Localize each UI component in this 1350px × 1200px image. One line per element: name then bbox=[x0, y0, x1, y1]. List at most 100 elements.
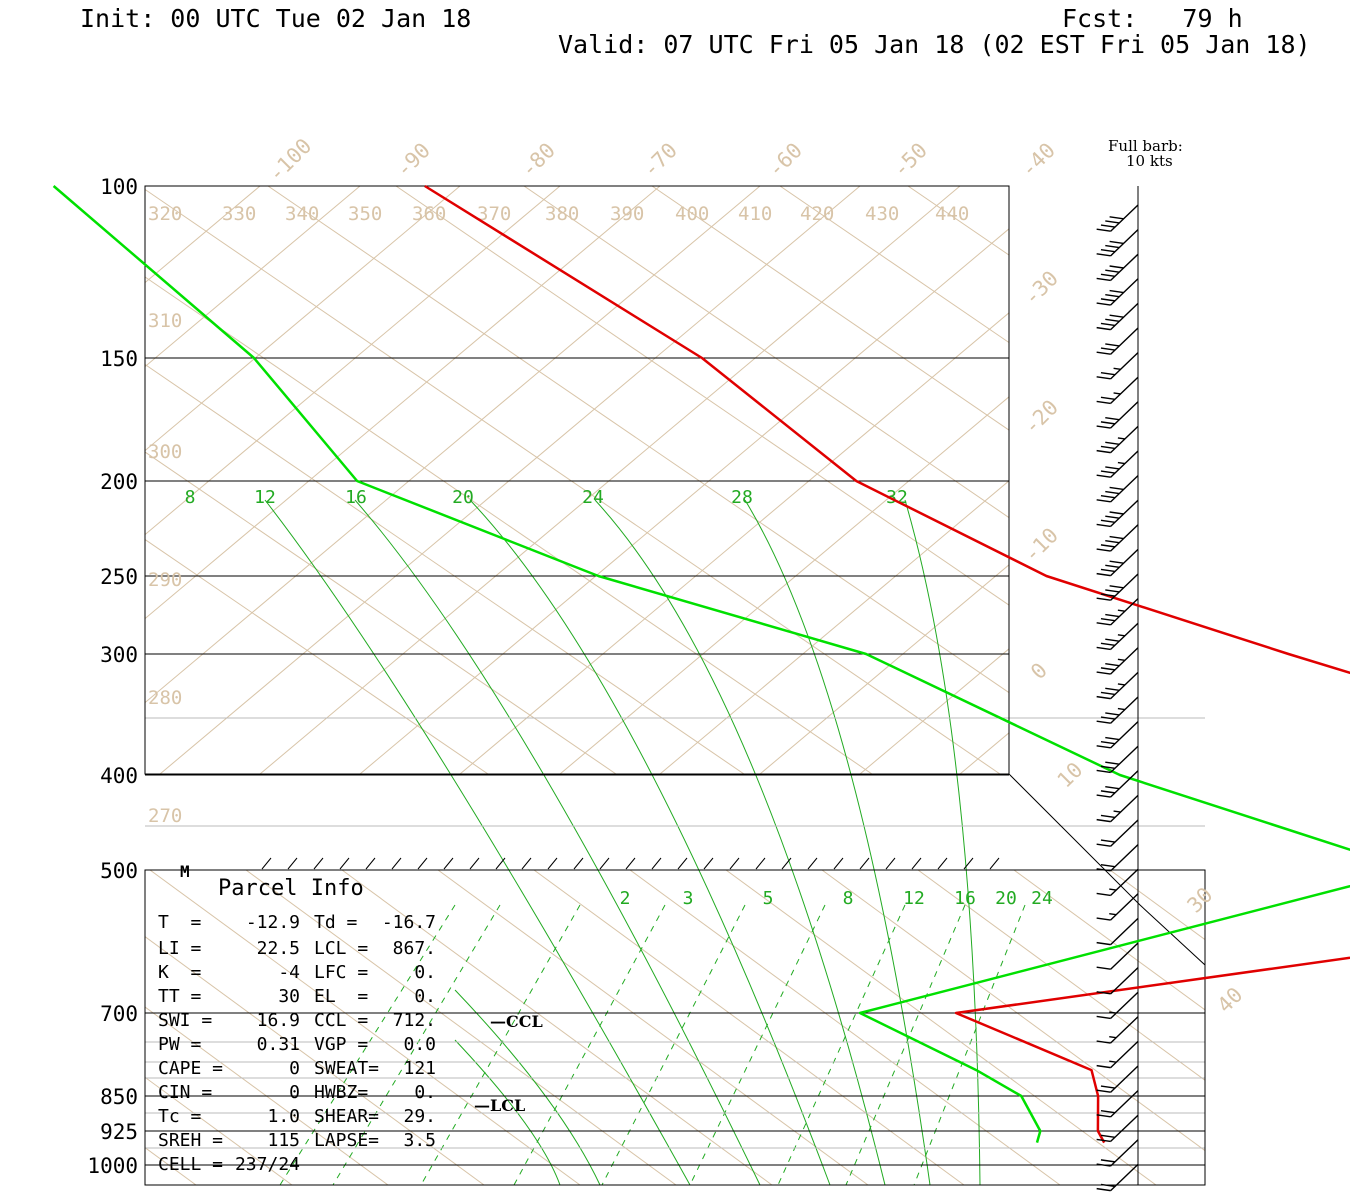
barb-full bbox=[1097, 746, 1111, 748]
tick-hatch bbox=[730, 858, 739, 869]
isotherm-line bbox=[1164, 186, 1350, 774]
pressure-tick-label: 500 bbox=[100, 859, 138, 883]
barb-full bbox=[1097, 475, 1111, 477]
wind-barb bbox=[1097, 254, 1138, 280]
barb-full bbox=[1105, 270, 1119, 272]
wind-barb bbox=[1097, 1066, 1138, 1092]
barb-full bbox=[1097, 524, 1111, 526]
moist-adiabat-line bbox=[905, 500, 980, 1185]
barb-half bbox=[1109, 889, 1116, 890]
barb-half bbox=[1109, 1061, 1116, 1062]
parcel-value: 16.9 bbox=[208, 1012, 300, 1030]
barb-full bbox=[1101, 619, 1115, 621]
moist-adiabat-line bbox=[745, 500, 930, 1185]
wind-barb bbox=[1097, 451, 1138, 477]
barb-full bbox=[1101, 348, 1115, 350]
mixing-ratio-label: 16 bbox=[954, 888, 976, 909]
barb-full bbox=[1101, 717, 1115, 719]
barb-half bbox=[1118, 610, 1125, 611]
barb-full bbox=[1105, 738, 1119, 740]
theta-label: 380 bbox=[545, 203, 579, 225]
mixing-ratio-line bbox=[421, 905, 580, 1185]
parcel-value: 3.5 bbox=[380, 1132, 436, 1150]
lcl-marker: —LCL bbox=[474, 1096, 525, 1115]
parcel-row: PW = 0.31 VGP = 0.0 bbox=[158, 1036, 436, 1054]
wind-barb bbox=[1097, 353, 1138, 379]
barb-full bbox=[1101, 422, 1115, 424]
mixing-ratio-line bbox=[690, 905, 825, 1185]
wind-barb bbox=[1097, 746, 1138, 772]
mixing-ratio-label: 20 bbox=[452, 487, 474, 508]
mixing-ratio-label: 3 bbox=[683, 888, 694, 909]
wind-barb bbox=[1097, 845, 1138, 871]
isotherm-label: -50 bbox=[888, 138, 932, 182]
tick-hatch bbox=[886, 858, 895, 869]
wind-barb bbox=[1097, 1017, 1138, 1043]
parcel-value: 0.0 bbox=[380, 1036, 436, 1054]
dry-adiabat-line bbox=[360, 186, 1060, 774]
dry-adiabat-line bbox=[0, 186, 560, 774]
dry-adiabat-line bbox=[0, 186, 360, 774]
barb-full bbox=[1101, 545, 1115, 547]
barb-full bbox=[1097, 426, 1111, 428]
isotherm-label: -20 bbox=[1019, 395, 1063, 439]
theta-label: 300 bbox=[148, 441, 182, 463]
tick-hatch bbox=[288, 858, 297, 869]
isotherm-line bbox=[524, 186, 1350, 774]
pressure-tick-label: 300 bbox=[100, 643, 138, 667]
parcel-label: CIN = bbox=[158, 1084, 208, 1102]
theta-label: 330 bbox=[222, 203, 256, 225]
barb-full bbox=[1097, 623, 1111, 625]
isotherm-label: -90 bbox=[391, 138, 435, 182]
tick-hatch bbox=[366, 858, 375, 869]
isotherm-line bbox=[1302, 870, 1350, 1185]
parcel-label: SREH = bbox=[158, 1132, 208, 1150]
barb-full bbox=[1097, 795, 1111, 797]
parcel-label: HWBZ= bbox=[314, 1084, 380, 1102]
isotherm-label: 40 bbox=[1213, 983, 1248, 1018]
parcel-row: Tc = 1.0 SHEAR= 29. bbox=[158, 1108, 436, 1126]
barb-full bbox=[1110, 291, 1124, 293]
barb-full bbox=[1101, 840, 1115, 842]
moist-adiabat-line bbox=[470, 500, 830, 1185]
marker-m: M bbox=[180, 862, 190, 881]
pressure-tick-label: 700 bbox=[100, 1002, 138, 1026]
wind-barb bbox=[1097, 500, 1138, 526]
mixing-ratio-line bbox=[602, 905, 745, 1185]
isotherm-line bbox=[396, 186, 1256, 774]
isotherm-line bbox=[908, 186, 1350, 774]
wind-barb bbox=[1097, 549, 1138, 575]
tick-hatch bbox=[860, 858, 869, 869]
tick-hatch bbox=[418, 858, 427, 869]
barb-full bbox=[1097, 967, 1111, 969]
wind-barb bbox=[1097, 377, 1138, 403]
barb-full bbox=[1110, 512, 1124, 514]
wind-barb bbox=[1097, 402, 1138, 428]
barb-full bbox=[1097, 721, 1111, 723]
wind-barb bbox=[1097, 476, 1138, 502]
barb-full bbox=[1105, 246, 1119, 248]
pressure-tick-label: 100 bbox=[100, 175, 138, 199]
barb-full bbox=[1097, 820, 1111, 822]
pressure-tick-label: 250 bbox=[100, 565, 138, 589]
wind-barb bbox=[1097, 426, 1138, 452]
tick-hatch bbox=[652, 858, 661, 869]
tick-hatch bbox=[444, 858, 453, 869]
barb-full bbox=[1101, 569, 1115, 571]
barb-full bbox=[1097, 647, 1111, 649]
barb-full bbox=[1105, 442, 1119, 444]
parcel-value: -16.7 bbox=[380, 914, 436, 932]
barb-full bbox=[1105, 688, 1119, 690]
wind-barbs bbox=[1097, 205, 1138, 1191]
barb-full bbox=[1101, 471, 1115, 473]
theta-label: 340 bbox=[285, 203, 319, 225]
wind-barb bbox=[1097, 894, 1138, 920]
theta-label: 310 bbox=[148, 310, 182, 332]
barb-full bbox=[1101, 397, 1115, 399]
barb-full bbox=[1101, 815, 1115, 817]
parcel-label: K = bbox=[158, 964, 208, 982]
isotherm-label: -80 bbox=[516, 138, 560, 182]
mixing-ratio-label: 8 bbox=[185, 487, 196, 508]
barb-full bbox=[1097, 229, 1111, 231]
barb-full bbox=[1101, 1160, 1115, 1162]
